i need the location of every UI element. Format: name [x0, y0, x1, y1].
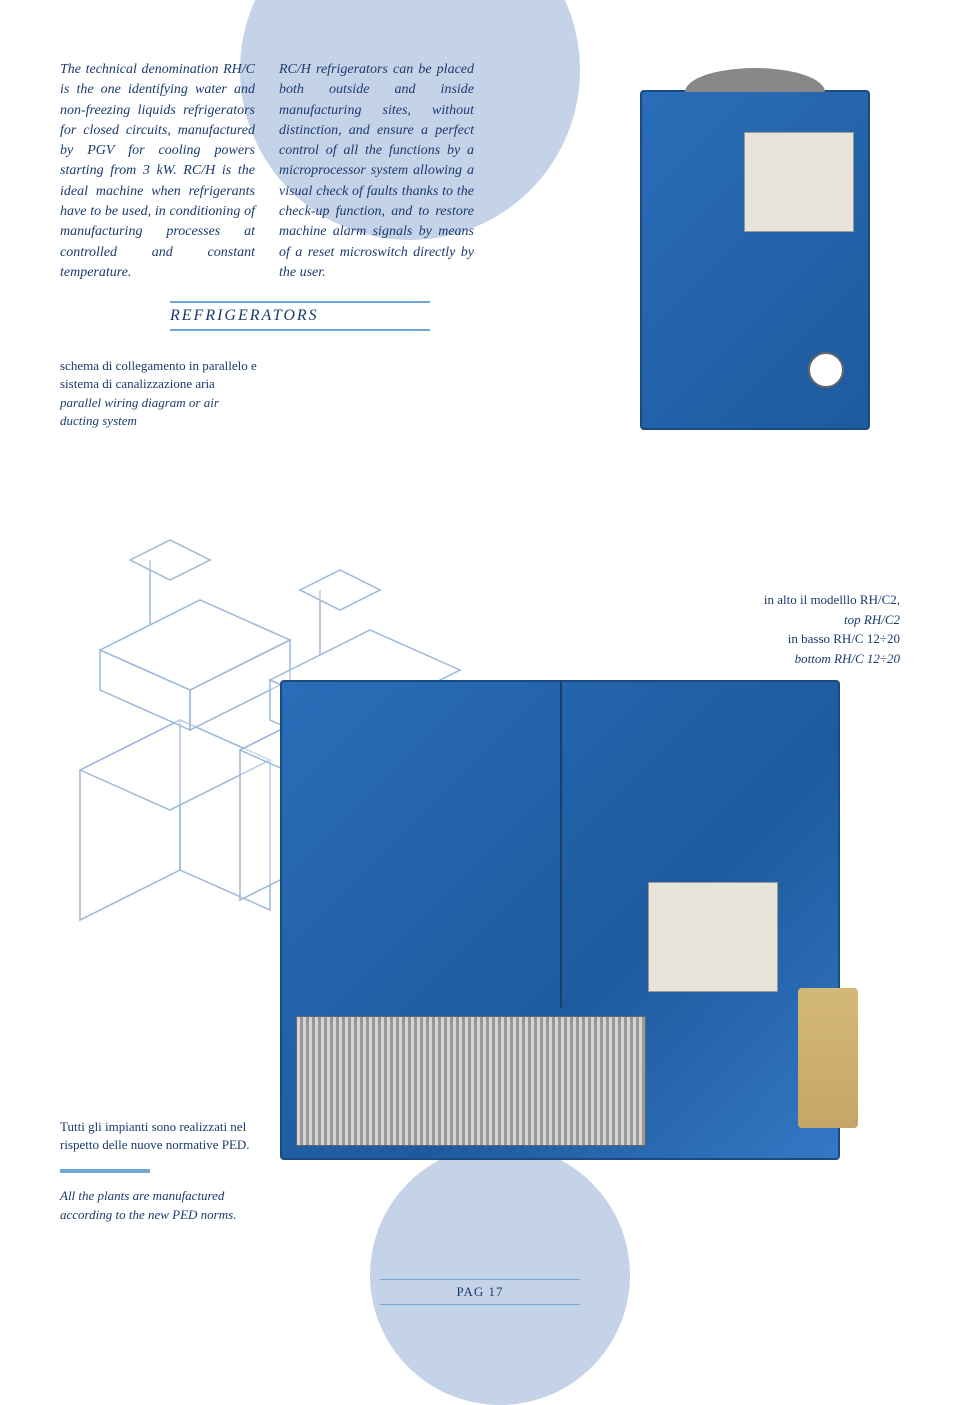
side-pipes-icon	[798, 988, 858, 1128]
column-2: RC/H refrigerators can be placed both ou…	[279, 60, 474, 283]
product-image-bottom	[280, 680, 880, 1200]
model-line1-en: top RH/C2	[680, 610, 900, 630]
ped-text-it: Tutti gli impianti sono realizzati nel r…	[60, 1118, 270, 1156]
model-line1-it: in alto il modelllo RH/C2,	[680, 590, 900, 610]
chiller-large	[280, 680, 840, 1160]
front-grille	[296, 1016, 646, 1146]
model-line2-en: bottom RH/C 12÷20	[680, 649, 900, 669]
text-columns: The technical denomination RH/C is the o…	[60, 60, 900, 283]
model-caption: in alto il modelllo RH/C2, top RH/C2 in …	[680, 590, 900, 668]
control-panel-large	[648, 882, 778, 992]
column-1: The technical denomination RH/C is the o…	[60, 60, 255, 283]
schema-caption: schema di collegamento in parallelo e si…	[60, 357, 260, 430]
schema-caption-en: parallel wiring diagram or air ducting s…	[60, 394, 260, 430]
page-content: The technical denomination RH/C is the o…	[0, 0, 960, 470]
section-label-wrap: REFRIGERATORS	[170, 301, 900, 331]
section-label-bar: REFRIGERATORS	[170, 301, 430, 331]
schema-caption-it: schema di collegamento in parallelo e si…	[60, 357, 260, 393]
ped-compliance-block: Tutti gli impianti sono realizzati nel r…	[60, 1118, 270, 1225]
model-line2-it: in basso RH/C 12÷20	[680, 629, 900, 649]
col2-paragraph: RC/H refrigerators can be placed both ou…	[279, 60, 474, 283]
chiller-divider	[560, 682, 562, 1008]
ped-separator	[60, 1169, 150, 1173]
section-label-text: REFRIGERATORS	[170, 307, 319, 324]
col1-paragraph: The technical denomination RH/C is the o…	[60, 60, 255, 283]
page-number: PAG 17	[380, 1279, 579, 1305]
ped-text-en: All the plants are manufactured accordin…	[60, 1187, 270, 1225]
